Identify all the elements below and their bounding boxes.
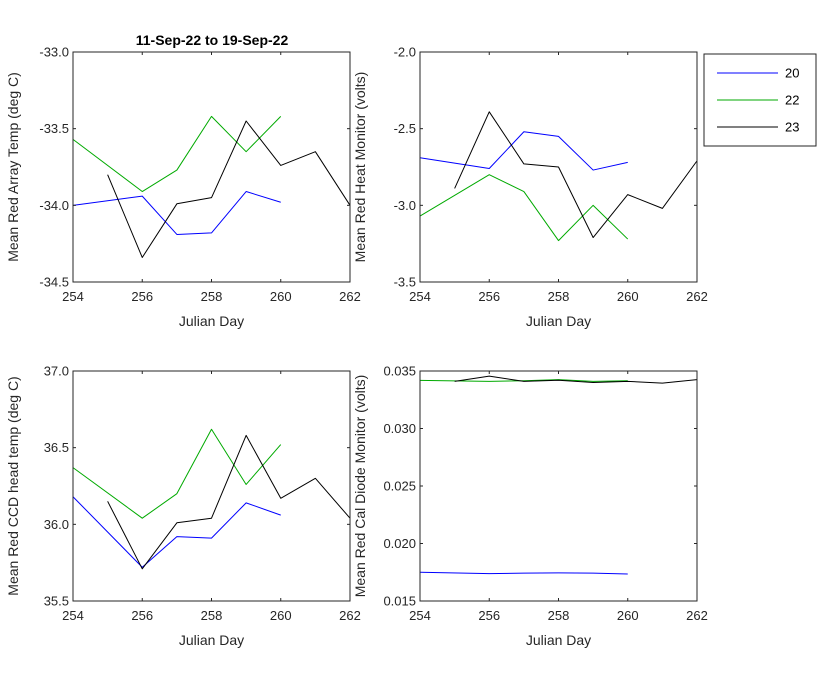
x-axis-label: Julian Day [179,313,244,329]
y-tick-label: 0.030 [383,421,416,436]
series-line-20 [72,191,281,235]
subplot-1: 254 256 258 260 262 -34.5 -34.0 -33.5 -33.0 Julia… [5,45,361,330]
x-tick-label: 262 [686,608,708,623]
y-tick-label: 0.025 [383,479,416,494]
y-axis-label: Mean Red Heat Monitor (volts) [352,72,368,263]
x-tick-label: 258 [201,289,223,304]
x-tick-label: 260 [617,289,639,304]
y-tick-label: -2.0 [394,45,416,60]
y-axis-label: Mean Red Cal Diode Monitor (volts) [352,375,368,598]
x-tick-label: 254 [62,289,84,304]
plot-area [420,371,697,601]
legend-label-20: 20 [785,66,799,81]
x-tick-label: 258 [548,608,570,623]
x-axis-label: Julian Day [179,632,244,648]
y-tick-label: 0.015 [383,594,416,609]
x-tick-label: 262 [339,608,361,623]
y-tick-label: 36.5 [44,440,69,455]
x-tick-label: 258 [201,608,223,623]
legend-label-22: 22 [785,93,799,108]
series-line-23 [454,375,698,384]
legend-label-23: 23 [785,120,799,135]
x-tick-label: 256 [131,608,153,623]
y-tick-label: 37.0 [44,364,69,379]
series-line-20 [419,571,628,575]
series-line-23 [107,120,351,258]
series-line-22 [72,428,282,519]
x-tick-label: 260 [270,289,292,304]
series-line-20 [419,131,628,171]
x-tick-label: 260 [270,608,292,623]
plot-area [73,52,350,282]
x-tick-label: 254 [409,608,431,623]
y-axis-label: Mean Red Array Temp (deg C) [5,72,21,262]
y-axis-label: Mean Red CCD head temp (deg C) [5,376,21,595]
y-tick-label: -2.5 [394,121,416,136]
subplot-3: 254 256 258 260 262 35.5 36.0 36.5 37.0 Julian Da… [5,364,361,649]
figure-title: 11-Sep-22 to 19-Sep-22 [136,32,289,48]
subplot-2: 254 256 258 260 262 -3.5 -3.0 -2.5 -2.0 Julian Da… [352,45,708,330]
plot-area [73,371,350,601]
y-tick-label: -33.5 [39,121,69,136]
y-tick-label: 36.0 [44,517,69,532]
y-tick-label: -3.5 [394,275,416,290]
series-line-22 [72,115,282,193]
y-tick-label: 0.020 [383,536,416,551]
series-line-22 [419,379,628,382]
x-tick-label: 254 [62,608,84,623]
subplot-4: 254 256 258 260 262 0.015 0.020 0.025 0.030 0.035… [352,364,708,649]
x-tick-label: 256 [478,608,500,623]
series-line-23 [107,434,351,570]
series-line-22 [419,174,629,242]
x-tick-label: 256 [478,289,500,304]
y-tick-label: -3.0 [394,198,416,213]
series-line-20 [72,496,281,568]
x-axis-label: Julian Day [526,313,591,329]
y-tick-label: -34.5 [39,275,69,290]
series-line-23 [454,111,698,239]
y-tick-label: 35.5 [44,594,69,609]
x-tick-label: 258 [548,289,570,304]
y-tick-label: -33.0 [39,45,69,60]
legend: 20 22 23 [703,53,817,147]
x-tick-label: 260 [617,608,639,623]
x-tick-label: 262 [339,289,361,304]
x-tick-label: 254 [409,289,431,304]
plots-layer: 254 256 258 260 262 -34.5 -34.0 -33.5 -33.0 Julia… [5,45,708,649]
y-tick-label: 0.035 [383,364,416,379]
y-tick-label: -34.0 [39,198,69,213]
x-tick-label: 262 [686,289,708,304]
x-axis-label: Julian Day [526,632,591,648]
x-tick-label: 256 [131,289,153,304]
